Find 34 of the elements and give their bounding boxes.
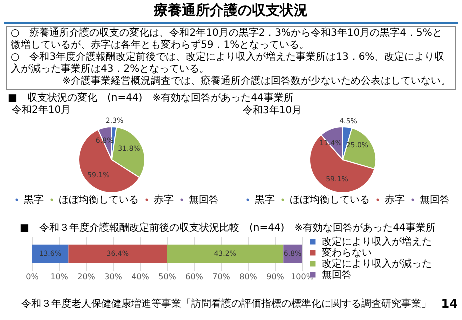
x-tick-label: 80%: [240, 272, 258, 282]
x-tick-label: 70%: [212, 272, 231, 282]
x-tick-label: 60%: [186, 272, 204, 282]
chart-title: 令和3年10月: [243, 104, 302, 116]
legend-label: 無回答: [420, 194, 450, 206]
bar: [167, 244, 284, 264]
text: ※介護事業経営概況調査では、療養通所介護は回答数が少ないため公表はしていない。: [62, 76, 451, 88]
legend-label: 無回答: [322, 269, 352, 281]
text: 療養通所介護の収支状況: [4, 0, 458, 24]
legend-label: 無回答: [189, 194, 219, 206]
legend-label: 赤字: [154, 194, 174, 206]
x-tick-label: 20%: [78, 272, 96, 282]
legend-label: ほぼ均衡している: [59, 194, 139, 206]
text: 14: [441, 297, 458, 311]
text: ○ 令和3年度介護報酬改定前後では、改定により収入が増えた事業所は13．6%、改定により収入が減った事業所は43．2%となっている。: [11, 52, 446, 76]
x-tick-label: 40%: [132, 272, 150, 282]
x-tick-label: 90%: [266, 272, 285, 282]
legend-label: 改定により収入が減った: [322, 258, 432, 270]
legend-label: 赤字: [385, 194, 405, 206]
legend-label: 改定により収入が増えた: [322, 236, 432, 248]
chart-title: ■ 令和３年度介護報酬改定前後の収支状況比較 (n=44) ※有効な回答があった44事業所: [20, 222, 436, 234]
x-tick-label: 10%: [50, 272, 69, 282]
legend-label: ほぼ均衡している: [290, 194, 370, 206]
legend-label: 黒字: [24, 194, 44, 206]
text: 令和３年度老人保健健康増進等事業「訪問看護の評価指標の標準化に関する調査研究事業」: [21, 298, 432, 311]
legend-label: 黒字: [255, 194, 275, 206]
x-tick-label: 30%: [104, 272, 123, 282]
x-tick-label: 50%: [158, 272, 177, 282]
legend-label: 変わらない: [322, 247, 372, 259]
text: ○ 療養通所介護の収支の変化は、令和2年10月の黒字2．3%から令和3年10月の黒字4．5%と微増しているが、赤字は各年とも変わらず59．1%となっている。: [11, 28, 444, 52]
x-tick-label: 0%: [26, 272, 40, 282]
bar: [68, 244, 167, 264]
text: ■ 収支状況の変化 (n=44) ※有効な回答があった44事業所: [8, 92, 295, 105]
chart-title: 令和2年10月: [12, 104, 72, 116]
